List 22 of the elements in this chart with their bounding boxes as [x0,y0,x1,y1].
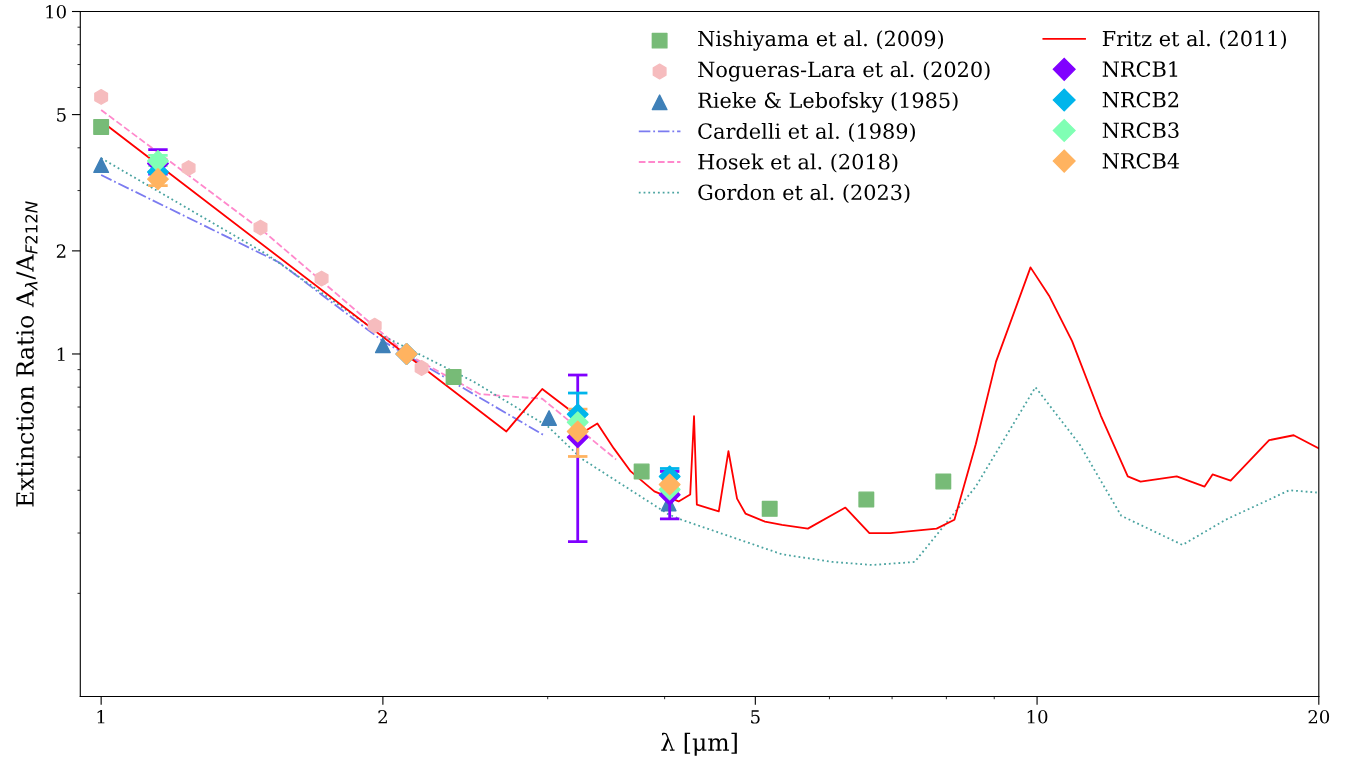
x-tick-label: 1 [97,709,105,724]
y-tick-label: 1 [57,347,65,361]
legend-label: Fritz et al. (2011) [1102,30,1287,50]
legend-label: Nogueras-Lara et al. (2020) [698,61,990,82]
legend-label: NRCB3 [1102,122,1179,139]
x-axis-title: λ [μm] [661,732,737,756]
legend-label: Hosek et al. (2018) [698,153,898,173]
y-axis-title: Extinction Ratio A$_{λ}$/A$_{F212N}$ [16,201,38,507]
legend-label: Cardelli et al. (1989) [698,122,915,142]
legend-label: NRCB4 [1102,152,1180,169]
legend-label: NRCB2 [1102,91,1179,108]
x-tick-label: 20 [1308,709,1330,724]
y-tick-label: 5 [57,108,66,122]
x-tick-label: 2 [378,709,387,724]
y-tick-label: 10 [46,4,66,19]
legend-label: Rieke & Lebofsky (1985) [698,92,958,113]
x-tick-label: 10 [1027,709,1048,724]
legend-label: Gordon et al. (2023) [698,184,910,204]
legend-label: Nishiyama et al. (2009) [698,30,944,51]
y-tick-label: 2 [56,244,66,258]
legend-label: NRCB1 [1102,61,1178,77]
x-tick-label: 5 [751,710,760,724]
